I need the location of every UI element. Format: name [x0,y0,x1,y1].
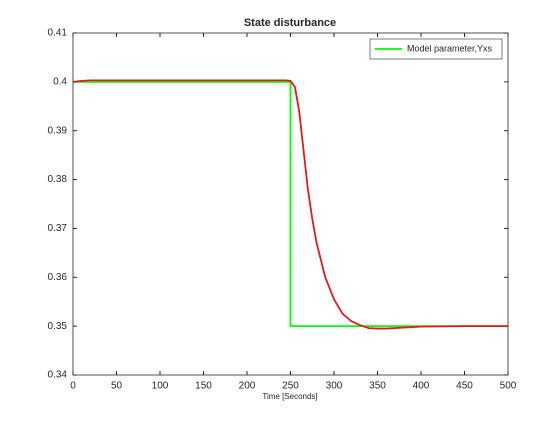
legend-label: Model parameter,Yxs [407,43,493,53]
x-axis-label: Time [Seconds] [262,392,317,401]
y-tick-label: 0.41 [48,28,68,39]
y-tick-label: 0.36 [48,272,68,283]
x-tick-label: 250 [282,381,299,392]
x-tick-label: 300 [326,381,343,392]
y-tick-label: 0.35 [48,321,68,332]
series-line [72,79,508,330]
x-tick-label: 400 [413,381,430,392]
legend-box [369,38,503,60]
y-tick-label: 0.38 [48,174,68,185]
y-tick-label: 0.37 [48,223,68,234]
x-tick-label: 100 [152,381,169,392]
x-tick-label: 50 [111,381,123,392]
y-tick-label: 0.39 [48,125,68,136]
x-tick-label: 450 [456,381,473,392]
x-tick-label: 200 [239,381,256,392]
x-tick-label: 150 [195,381,212,392]
x-tick-label: 350 [369,381,386,392]
y-tick-label: 0.34 [48,370,68,381]
axes-box [72,32,509,376]
x-tick-label: 500 [500,381,517,392]
series-line [73,80,508,328]
chart-title: State disturbance [244,17,336,29]
x-tick-label: 0 [70,381,76,392]
y-tick-label: 0.4 [53,76,67,87]
